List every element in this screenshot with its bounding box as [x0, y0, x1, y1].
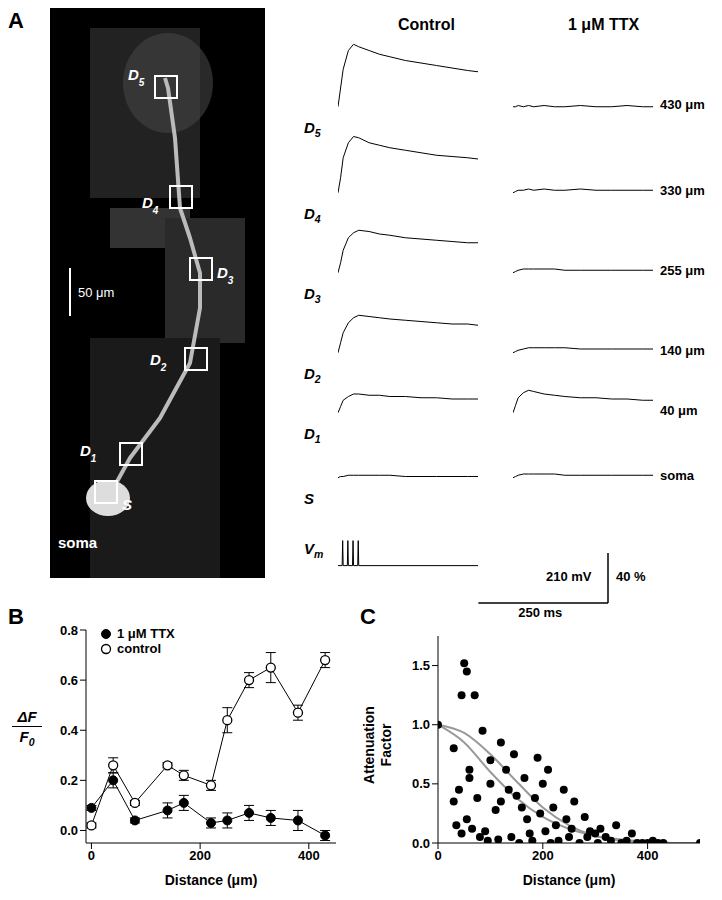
html-text:C: C — [360, 604, 376, 629]
svg-text:Distance (μm): Distance (μm) — [165, 872, 258, 888]
html-text:D5: D5 — [304, 118, 321, 139]
html-text:ΔF: ΔF — [17, 708, 37, 725]
svg-text:0.6: 0.6 — [60, 673, 78, 688]
svg-text:0.8: 0.8 — [60, 623, 78, 638]
html-text:B: B — [8, 604, 24, 629]
html-text:430 μm: 430 μm — [660, 96, 705, 112]
svg-text:D2: D2 — [150, 351, 167, 373]
svg-text:0.2: 0.2 — [60, 773, 78, 788]
html-text:D2: D2 — [304, 364, 321, 385]
html-text:210 mV: 210 mV — [546, 569, 592, 584]
svg-text:D4: D4 — [142, 194, 159, 216]
html-text:D1: D1 — [304, 424, 321, 445]
svg-text:0: 0 — [88, 848, 95, 863]
html-text:Control: Control — [398, 16, 455, 33]
svg-text:S: S — [122, 496, 132, 513]
svg-text:0.5: 0.5 — [412, 776, 430, 791]
svg-text:0.0: 0.0 — [60, 823, 78, 838]
svg-text:D3: D3 — [217, 264, 234, 286]
svg-text:400: 400 — [298, 848, 320, 863]
svg-text:50 μm: 50 μm — [78, 285, 114, 300]
html-text:330 μm: 330 μm — [660, 182, 705, 198]
html-text:Attenuation: Attenuation — [361, 706, 377, 784]
html-text:F0: F0 — [19, 728, 35, 748]
html-text:Vm: Vm — [304, 540, 324, 560]
svg-text:0.0: 0.0 — [412, 836, 430, 851]
svg-text:soma: soma — [58, 534, 98, 551]
svg-text:200: 200 — [189, 848, 211, 863]
html-text:40 μm: 40 μm — [660, 402, 698, 418]
html-text:250 ms: 250 ms — [518, 605, 563, 620]
html-text:140 μm: 140 μm — [660, 342, 705, 358]
svg-text:0: 0 — [434, 848, 441, 863]
html-text:1 μM TTX: 1 μM TTX — [117, 626, 175, 641]
svg-text:1.0: 1.0 — [412, 717, 430, 732]
html-text:Factor: Factor — [378, 723, 394, 767]
svg-text:200: 200 — [532, 848, 554, 863]
html-text:40 %: 40 % — [616, 569, 646, 584]
html-text:soma: soma — [660, 467, 694, 483]
svg-text:D1: D1 — [80, 442, 97, 464]
html-text:D4: D4 — [304, 204, 321, 225]
html-text:S: S — [304, 489, 314, 507]
svg-text:400: 400 — [637, 848, 659, 863]
html-text:D3: D3 — [304, 284, 321, 305]
html-text:control: control — [117, 641, 162, 656]
svg-text:0.4: 0.4 — [60, 723, 79, 738]
html-text:1 μM TTX: 1 μM TTX — [568, 16, 640, 33]
svg-text:1.5: 1.5 — [412, 658, 430, 673]
html-text:255 μm: 255 μm — [660, 262, 705, 278]
svg-text:Distance (μm): Distance (μm) — [523, 872, 616, 888]
svg-text:D5: D5 — [128, 66, 145, 88]
html-text:A: A — [8, 8, 24, 33]
